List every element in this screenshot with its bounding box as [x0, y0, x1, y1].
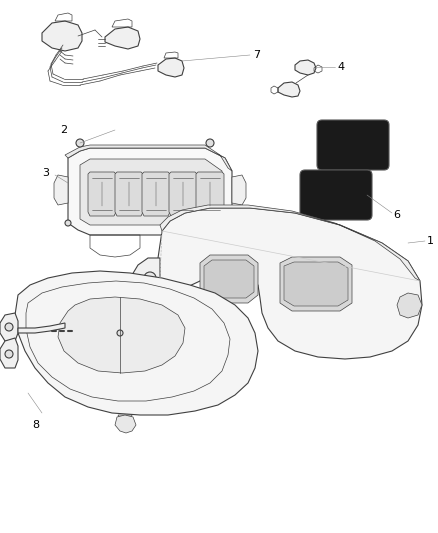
Polygon shape — [169, 172, 197, 216]
Ellipse shape — [206, 139, 214, 147]
Polygon shape — [115, 172, 143, 216]
Polygon shape — [280, 257, 352, 311]
FancyBboxPatch shape — [317, 120, 389, 170]
Ellipse shape — [229, 220, 235, 226]
Text: 8: 8 — [32, 420, 39, 430]
Polygon shape — [295, 60, 316, 75]
Text: 2: 2 — [60, 125, 67, 135]
Polygon shape — [80, 159, 222, 225]
Polygon shape — [68, 148, 232, 235]
Text: 3: 3 — [42, 168, 49, 178]
Ellipse shape — [117, 330, 123, 336]
Polygon shape — [158, 58, 184, 77]
Polygon shape — [105, 27, 140, 49]
Polygon shape — [132, 258, 160, 301]
FancyBboxPatch shape — [300, 170, 372, 220]
Polygon shape — [42, 21, 82, 51]
Polygon shape — [142, 172, 170, 216]
Polygon shape — [278, 82, 300, 97]
Polygon shape — [118, 415, 132, 425]
Polygon shape — [18, 323, 65, 333]
Polygon shape — [196, 172, 224, 216]
Text: 1: 1 — [427, 236, 434, 246]
Ellipse shape — [144, 272, 156, 284]
Polygon shape — [204, 260, 254, 298]
Ellipse shape — [5, 323, 13, 331]
Polygon shape — [65, 145, 232, 171]
Polygon shape — [397, 293, 422, 318]
Polygon shape — [200, 337, 225, 358]
Text: 4: 4 — [337, 62, 344, 72]
Polygon shape — [0, 338, 18, 368]
Polygon shape — [0, 313, 18, 341]
Polygon shape — [284, 262, 348, 306]
Polygon shape — [115, 415, 136, 433]
Ellipse shape — [76, 139, 84, 147]
Polygon shape — [54, 175, 68, 205]
Polygon shape — [58, 297, 185, 373]
Polygon shape — [232, 175, 246, 205]
Polygon shape — [158, 208, 422, 359]
Text: 7: 7 — [253, 50, 260, 60]
Ellipse shape — [5, 350, 13, 358]
Polygon shape — [200, 255, 258, 303]
Ellipse shape — [65, 220, 71, 226]
Polygon shape — [15, 271, 258, 415]
Polygon shape — [88, 172, 116, 216]
Text: 6: 6 — [393, 210, 400, 220]
Polygon shape — [160, 205, 420, 281]
